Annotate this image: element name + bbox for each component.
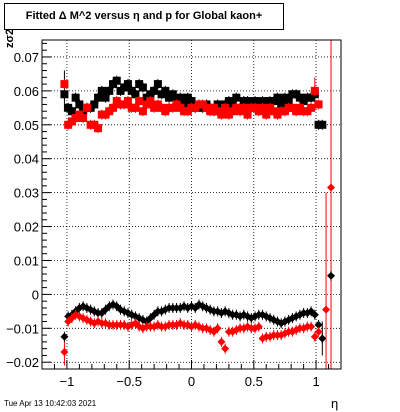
data-point-square <box>273 93 282 102</box>
timestamp: Tue Apr 13 10:42:03 2021 <box>4 399 97 408</box>
y-tick-label: 0.01 <box>14 253 39 268</box>
y-tick-label: 0.05 <box>14 118 39 133</box>
y-tick-label: 0 <box>32 287 39 302</box>
data-point-square <box>176 93 185 102</box>
data-point-square <box>90 100 99 109</box>
chart-title-box: Fitted Δ M^2 versus η and p for Global k… <box>4 3 284 30</box>
data-point-diamond <box>120 307 129 316</box>
data-point-square <box>258 103 267 112</box>
y-tick-label: 0.04 <box>14 152 39 167</box>
data-point-square <box>94 93 103 102</box>
data-point-square <box>82 103 91 112</box>
x-tick-label: 1 <box>312 374 319 389</box>
data-point-diamond <box>318 334 327 343</box>
data-point-square <box>60 90 69 99</box>
y-tick-label: 0.06 <box>14 84 39 99</box>
data-point-square <box>131 90 140 99</box>
data-point-square <box>307 103 316 112</box>
data-point-square <box>239 103 248 112</box>
data-point-diamond <box>327 271 336 280</box>
data-point-square <box>138 83 147 92</box>
data-point-diamond <box>310 310 319 319</box>
data-point-diamond <box>314 327 323 336</box>
data-point-diamond <box>213 324 222 333</box>
data-point-diamond <box>221 344 230 353</box>
data-point-square <box>284 97 293 106</box>
data-point-square <box>135 97 144 106</box>
data-point-square <box>221 103 230 112</box>
data-point-square <box>101 93 110 102</box>
data-point-diamond <box>327 183 336 192</box>
data-point-square <box>105 86 114 95</box>
y-tick-label: −0.01 <box>6 321 39 336</box>
data-point-square <box>71 93 80 102</box>
data-point-diamond <box>310 332 319 341</box>
data-point-diamond <box>60 348 69 357</box>
data-point-square <box>131 103 140 112</box>
x-tick-label: 0.5 <box>245 374 263 389</box>
data-point-diamond <box>217 337 226 346</box>
y-tick-label: −0.02 <box>6 355 39 370</box>
data-point-square <box>146 97 155 106</box>
data-point-diamond <box>322 305 331 314</box>
data-point-diamond <box>254 322 263 331</box>
x-tick-label: −0.5 <box>116 374 142 389</box>
data-point-square <box>112 76 121 85</box>
data-point-square <box>153 80 162 89</box>
data-point-square <box>277 100 286 109</box>
y-tick-label: 0.03 <box>14 186 39 201</box>
data-point-square <box>97 86 106 95</box>
data-point-square <box>314 100 323 109</box>
data-point-square <box>262 110 271 119</box>
data-point-square <box>150 86 159 95</box>
data-point-square <box>138 107 147 116</box>
data-point-diamond <box>60 332 69 341</box>
data-point-square <box>232 93 241 102</box>
data-point-square <box>318 120 327 129</box>
data-point-square <box>60 80 69 89</box>
x-tick-label: −1 <box>60 374 75 389</box>
data-point-square <box>310 86 319 95</box>
x-axis-label: η <box>331 396 339 411</box>
plot-frame <box>41 39 342 370</box>
data-point-square <box>109 103 118 112</box>
x-tick-label: 0 <box>188 374 195 389</box>
data-point-square <box>217 110 226 119</box>
chart-title: Fitted Δ M^2 versus η and p for Global k… <box>25 10 263 22</box>
y-tick-label: 0.07 <box>14 50 39 65</box>
data-point-diamond <box>314 320 323 329</box>
y-tick-label: 0.02 <box>14 220 39 235</box>
data-point-square <box>67 107 76 116</box>
data-point-diamond <box>120 320 129 329</box>
data-point-square <box>123 97 132 106</box>
data-point-square <box>168 90 177 99</box>
y-axis-label: zσ2 <box>4 28 16 48</box>
data-point-square <box>123 80 132 89</box>
data-point-square <box>79 114 88 123</box>
data-point-square <box>243 110 252 119</box>
data-point-square <box>94 124 103 133</box>
data-point-square <box>161 86 170 95</box>
data-point-square <box>75 100 84 109</box>
data-point-square <box>187 97 196 106</box>
data-point-diamond <box>307 322 316 331</box>
